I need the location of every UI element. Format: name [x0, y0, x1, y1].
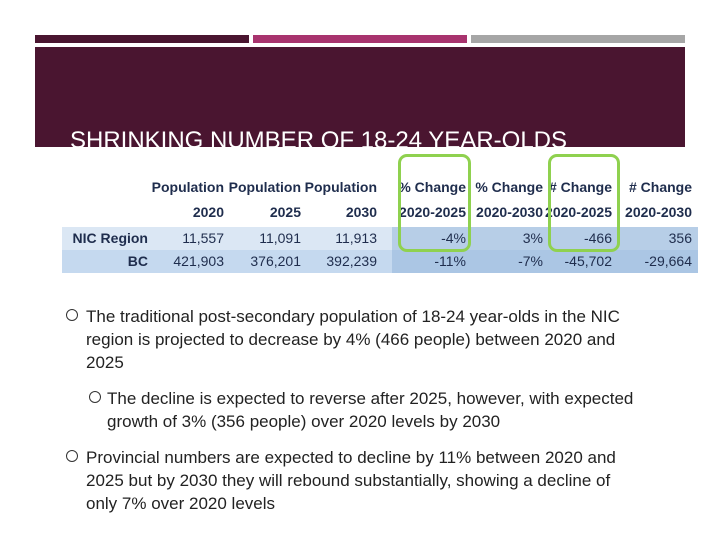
- header-col4-line1: % Change: [398, 179, 466, 195]
- slide-title: SHRINKING NUMBER OF 18-24 YEAR-OLDS: [70, 127, 568, 154]
- header-col5-line1: % Change: [475, 179, 543, 195]
- highlight-pct-change-2025: [398, 154, 471, 252]
- bullet-marker-icon: [66, 309, 78, 321]
- header-col6-line1: # Change: [548, 179, 612, 195]
- bullet-3: Provincial numbers are expected to decli…: [86, 448, 616, 513]
- row-label-bc: BC: [127, 253, 148, 269]
- bullet-marker-icon: [89, 391, 101, 403]
- table-cell: -4%: [441, 230, 466, 246]
- bullet-marker-icon: [66, 450, 78, 462]
- header-col3-line1: Population: [304, 179, 377, 195]
- top-bar-dark: [35, 35, 249, 43]
- highlight-num-change-2025: [548, 154, 620, 252]
- header-col7-line1: # Change: [628, 179, 692, 195]
- header-col4-line2: 2020-2025: [399, 204, 466, 220]
- table-cell: 421,903: [173, 253, 224, 269]
- table-cell: -7%: [518, 253, 543, 269]
- header-col1-line1: Population: [151, 179, 224, 195]
- table-cell: 11,091: [259, 230, 301, 246]
- table-cell: -11%: [434, 253, 466, 269]
- table-cell: -466: [583, 230, 612, 246]
- title-band: SHRINKING NUMBER OF 18-24 YEAR-OLDS: [35, 47, 685, 154]
- table-cell: 356: [668, 230, 692, 246]
- header-col3-line2: 2030: [345, 204, 377, 220]
- population-table: Population 2020 Population 2025 Populati…: [62, 154, 698, 276]
- table-cell: -45,702: [564, 253, 612, 269]
- table-cell: -29,664: [644, 253, 692, 269]
- row-label-nic: NIC Region: [72, 230, 148, 246]
- table-row-bg-2: [62, 250, 698, 273]
- bullet-1: The traditional post-secondary populatio…: [86, 307, 620, 372]
- table-cell: 11,557: [182, 230, 224, 246]
- header-col7-line2: 2020-2030: [625, 204, 692, 220]
- header-col5-line2: 2020-2030: [476, 204, 543, 220]
- table-cell: 11,913: [335, 230, 377, 246]
- header-col2-line2: 2025: [269, 204, 301, 220]
- top-bar-magenta: [253, 35, 467, 43]
- bullet-2: The decline is expected to reverse after…: [107, 389, 634, 431]
- table-cell: 376,201: [250, 253, 301, 269]
- table-cell: 3%: [522, 230, 543, 246]
- header-col2-line1: Population: [228, 179, 301, 195]
- table-cell: 392,239: [326, 253, 377, 269]
- header-col6-line2: 2020-2025: [545, 204, 612, 220]
- header-col1-line2: 2020: [192, 204, 224, 220]
- table-row-bg-1: [62, 227, 698, 250]
- top-bar-gray: [471, 35, 685, 43]
